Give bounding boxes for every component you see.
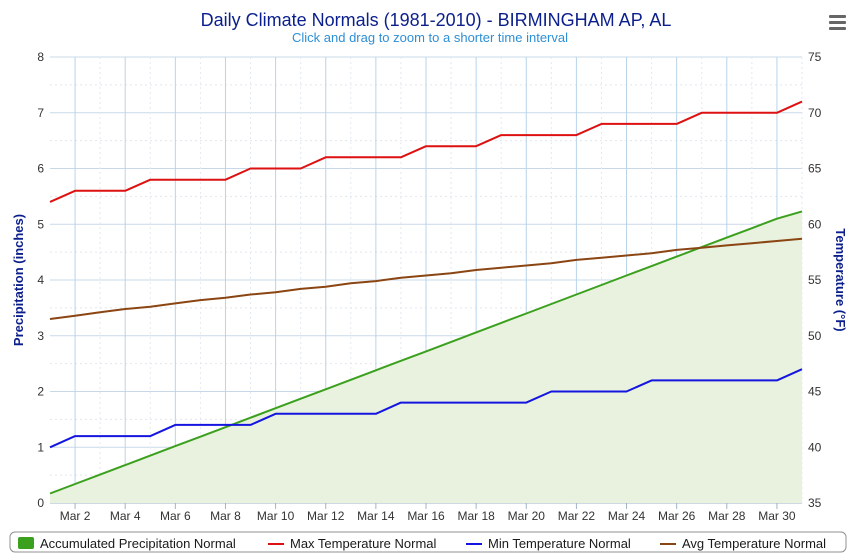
x-tick-label: Mar 14: [357, 509, 395, 523]
series-area-accumulated-precipitation: [50, 211, 802, 503]
x-tick-label: Mar 24: [608, 509, 646, 523]
series-line-avg-temperature-normal[interactable]: [49, 237, 803, 320]
chart-subtitle: Click and drag to zoom to a shorter time…: [292, 30, 568, 45]
legend-label: Max Temperature Normal: [290, 536, 437, 551]
x-tick-label: Mar 2: [60, 509, 91, 523]
y-left-tick-label: 8: [37, 50, 44, 64]
y-left-tick-label: 2: [37, 385, 44, 399]
x-tick-label: Mar 18: [457, 509, 495, 523]
y-axis-right-title: Temperature (°F): [833, 228, 848, 331]
y-right-tick-label: 65: [808, 162, 822, 176]
y-right-tick-label: 50: [808, 329, 822, 343]
x-tick-label: Mar 16: [407, 509, 445, 523]
legend-box: [9, 531, 847, 553]
x-tick-label: Mar 12: [307, 509, 345, 523]
y-right-tick-label: 60: [808, 217, 822, 231]
y-left-tick-label: 7: [37, 106, 44, 120]
legend-label: Avg Temperature Normal: [682, 536, 826, 551]
series-line-min-temperature-normal[interactable]: [49, 368, 803, 449]
y-right-tick-label: 70: [808, 106, 822, 120]
x-tick-label: Mar 20: [508, 509, 546, 523]
legend-label: Min Temperature Normal: [488, 536, 631, 551]
x-tick-label: Mar 22: [558, 509, 596, 523]
x-tick-label: Mar 6: [160, 509, 191, 523]
y-right-tick-label: 55: [808, 273, 822, 287]
legend-label: Accumulated Precipitation Normal: [40, 536, 236, 551]
y-axis-left: 0 1 2 3 4 5 6 7 8: [37, 50, 44, 510]
series-line-accumulated-precipitation-normal[interactable]: [49, 210, 803, 495]
y-left-tick-label: 1: [37, 440, 44, 454]
legend-item[interactable]: Min Temperature Normal: [466, 536, 631, 551]
y-right-tick-label: 75: [808, 50, 822, 64]
y-right-tick-label: 40: [808, 440, 822, 454]
legend-item[interactable]: Avg Temperature Normal: [660, 536, 826, 551]
x-tick-label: Mar 10: [257, 509, 295, 523]
y-left-tick-label: 0: [37, 496, 44, 510]
y-right-tick-label: 45: [808, 385, 822, 399]
x-tick-label: Mar 30: [758, 509, 796, 523]
y-right-tick-label: 35: [808, 496, 822, 510]
x-tick-label: Mar 26: [658, 509, 696, 523]
legend: Accumulated Precipitation Normal Max Temp…: [9, 531, 847, 553]
y-axis-left-title: Precipitation (inches): [11, 214, 26, 346]
series-line-max-temperature-normal[interactable]: [49, 100, 803, 203]
x-tick-label: Mar 28: [708, 509, 746, 523]
y-axis-right: 35 40 45 50 55 60 65 70 75: [808, 50, 822, 510]
legend-symbol: [18, 537, 34, 549]
series-layer: [49, 100, 803, 503]
hamburger-menu-icon[interactable]: [826, 12, 848, 32]
x-tick-label: Mar 8: [210, 509, 241, 523]
x-axis: Mar 2 Mar 4 Mar 6 Mar 8 Mar 10 Mar 12 Mar 14 Ma…: [60, 503, 796, 523]
y-left-tick-label: 6: [37, 162, 44, 176]
y-left-tick-label: 4: [37, 273, 44, 287]
plot-area[interactable]: [49, 56, 803, 504]
legend-item[interactable]: Accumulated Precipitation Normal: [18, 536, 236, 551]
legend-item[interactable]: Max Temperature Normal: [268, 536, 437, 551]
chart-title: Daily Climate Normals (1981-2010) - BIRM…: [201, 10, 672, 30]
y-left-tick-label: 3: [37, 329, 44, 343]
y-left-tick-label: 5: [37, 217, 44, 231]
x-tick-label: Mar 4: [110, 509, 141, 523]
